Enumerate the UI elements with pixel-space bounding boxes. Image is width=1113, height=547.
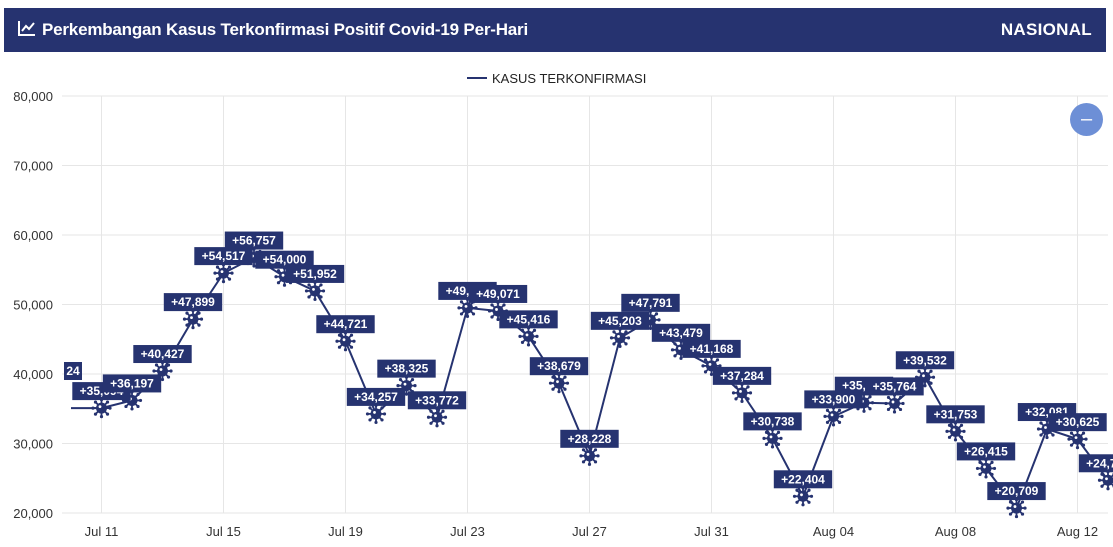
y-tick-label: 60,000 — [13, 228, 53, 243]
data-point-virus-icon[interactable] — [183, 309, 203, 329]
data-label: +51,952 — [293, 267, 337, 281]
legend-label: KASUS TERKONFIRMASI — [492, 71, 646, 86]
data-point-virus-icon[interactable] — [793, 486, 813, 506]
data-label: +35,764 — [873, 379, 917, 393]
data-point-virus-icon[interactable] — [732, 383, 752, 403]
data-label: +34,257 — [354, 390, 398, 404]
y-tick-label: 20,000 — [13, 506, 53, 521]
data-point-virus-icon[interactable] — [976, 458, 996, 478]
region-label[interactable]: NASIONAL — [1001, 20, 1092, 40]
data-point-virus-icon[interactable] — [823, 406, 843, 426]
data-label: +22,404 — [781, 472, 825, 486]
data-point-virus-icon[interactable] — [305, 281, 325, 301]
data-label: +38,325 — [385, 362, 429, 376]
x-tick-label: Jul 19 — [328, 524, 363, 539]
x-tick-label: Jul 15 — [206, 524, 241, 539]
data-label: +49,071 — [476, 287, 520, 301]
data-point-virus-icon[interactable] — [1098, 470, 1113, 490]
data-point-virus-icon[interactable] — [518, 326, 538, 346]
x-tick-label: Aug 04 — [813, 524, 854, 539]
data-label: +39,532 — [903, 353, 947, 367]
data-label: +45,203 — [598, 314, 642, 328]
data-point-virus-icon[interactable] — [1006, 498, 1026, 518]
data-label: +47,899 — [171, 295, 215, 309]
data-label: +45,416 — [507, 312, 551, 326]
chart-header: Perkembangan Kasus Terkonfirmasi Positif… — [4, 8, 1106, 52]
header-left: Perkembangan Kasus Terkonfirmasi Positif… — [18, 20, 528, 41]
line-chart-icon — [18, 20, 36, 41]
data-point-virus-icon[interactable] — [579, 446, 599, 466]
data-point-virus-icon[interactable] — [366, 404, 386, 424]
data-label: +24,709 — [1086, 456, 1113, 470]
data-point-virus-icon[interactable] — [762, 428, 782, 448]
x-tick-label: Aug 12 — [1057, 524, 1098, 539]
data-point-virus-icon[interactable] — [213, 263, 233, 283]
data-point-virus-icon[interactable] — [610, 328, 630, 348]
data-label: +38,679 — [537, 359, 581, 373]
data-label: +40,427 — [141, 347, 185, 361]
data-label: +28,228 — [568, 432, 612, 446]
minus-icon: – — [1081, 108, 1092, 131]
y-tick-label: 30,000 — [13, 437, 53, 452]
data-label: +30,625 — [1056, 415, 1100, 429]
chart-title: Perkembangan Kasus Terkonfirmasi Positif… — [42, 20, 528, 40]
data-label: +47,791 — [629, 296, 673, 310]
data-label: +30,738 — [751, 414, 795, 428]
x-tick-label: Aug 08 — [935, 524, 976, 539]
x-tick-label: Jul 11 — [85, 524, 119, 539]
chart-area: 20,000 30,000 40,000 50,000 60,000 70,000 80,0… — [0, 52, 1113, 542]
data-label: +41,168 — [690, 342, 734, 356]
data-label: +20,709 — [995, 484, 1039, 498]
x-tick-label: Jul 23 — [450, 524, 485, 539]
y-tick-label: 50,000 — [13, 298, 53, 313]
y-tick-label: 80,000 — [13, 89, 53, 104]
data-label: 24 — [66, 364, 80, 378]
y-tick-label: 70,000 — [13, 159, 53, 174]
data-point-virus-icon[interactable] — [945, 421, 965, 441]
data-label: +36,197 — [110, 376, 154, 390]
data-point-virus-icon[interactable] — [1067, 429, 1087, 449]
data-label: +56,757 — [232, 234, 276, 248]
data-label: +44,721 — [324, 317, 368, 331]
zoom-out-button[interactable]: – — [1070, 103, 1103, 136]
data-label: +31,753 — [934, 407, 978, 421]
data-label: +54,517 — [202, 249, 246, 263]
y-tick-label: 40,000 — [13, 367, 53, 382]
line-chart: 20,000 30,000 40,000 50,000 60,000 70,000 80,0… — [0, 52, 1113, 542]
x-tick-label: Jul 27 — [572, 524, 607, 539]
data-point-virus-icon[interactable] — [335, 331, 355, 351]
data-point-virus-icon[interactable] — [427, 407, 447, 427]
data-point-virus-icon[interactable] — [91, 398, 111, 418]
data-label: +33,772 — [415, 393, 459, 407]
data-label: +26,415 — [964, 444, 1008, 458]
data-point-virus-icon[interactable] — [549, 373, 569, 393]
x-tick-label: Jul 31 — [694, 524, 729, 539]
data-label: +37,284 — [720, 369, 764, 383]
data-label: +43,479 — [659, 326, 703, 340]
data-point-virus-icon[interactable] — [884, 393, 904, 413]
data-label: +54,000 — [263, 253, 307, 267]
